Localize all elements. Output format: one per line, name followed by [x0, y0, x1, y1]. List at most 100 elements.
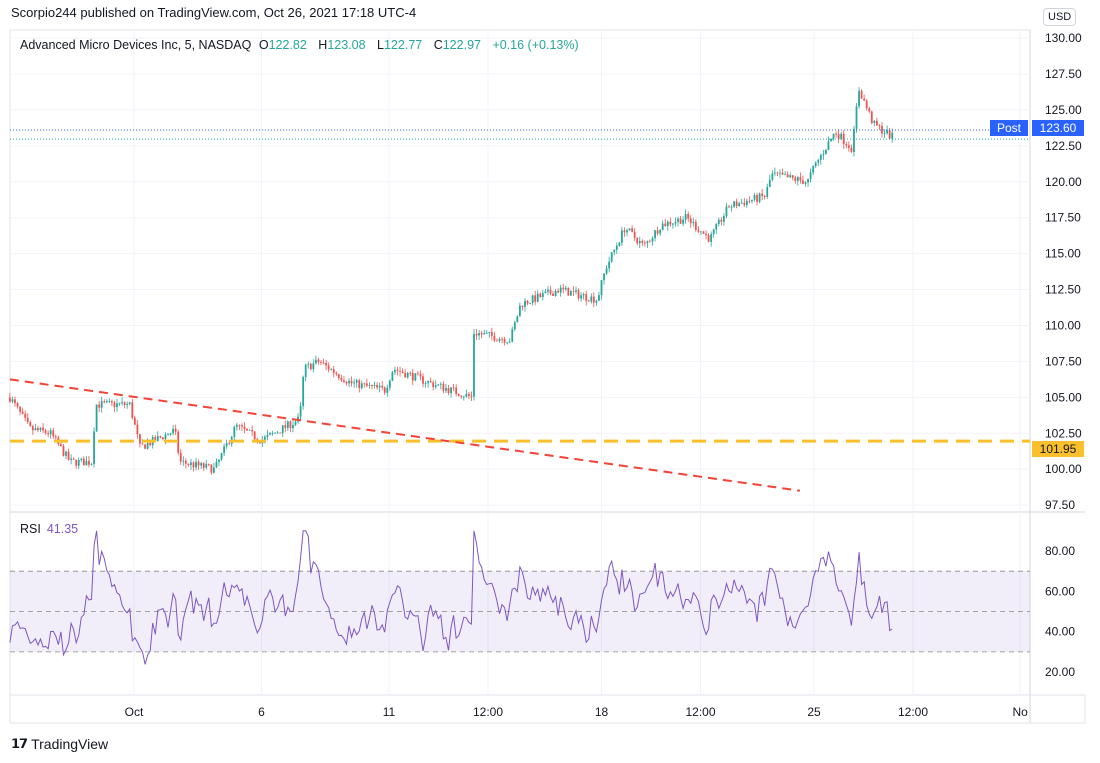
- candle-body: [776, 172, 779, 174]
- time-tick-label: 18: [595, 705, 609, 719]
- candle-body: [789, 175, 792, 178]
- candle-body: [70, 458, 72, 460]
- time-tick-label: Oct: [125, 705, 144, 719]
- candle-body: [781, 172, 784, 175]
- candle-body: [399, 370, 401, 372]
- candle-body: [577, 290, 580, 299]
- candle-body: [756, 195, 758, 202]
- candle-body: [358, 380, 361, 389]
- candle-body: [381, 385, 384, 388]
- candle-body: [213, 467, 215, 473]
- candle-body: [82, 458, 85, 466]
- candle-body: [753, 195, 756, 200]
- symbol-name[interactable]: Advanced Micro Devices Inc, 5, NASDAQ: [20, 38, 252, 52]
- candle-body: [131, 402, 134, 418]
- candle-body: [429, 381, 432, 383]
- candle-body: [177, 431, 180, 453]
- candle-body: [144, 444, 146, 449]
- candle-body: [853, 128, 855, 152]
- candle-body: [531, 295, 534, 303]
- candle-body: [337, 374, 340, 378]
- candle-body: [858, 90, 860, 107]
- candle-body: [304, 364, 307, 377]
- tradingview-logo[interactable]: 𝟭𝟳 TradingView: [11, 736, 108, 752]
- candle-body: [396, 369, 399, 371]
- candle-body: [128, 402, 131, 404]
- candle-body: [29, 422, 32, 427]
- price-tick-label: 102.50: [1045, 426, 1082, 440]
- candle-body: [490, 332, 493, 336]
- candle-body: [694, 221, 697, 230]
- candle-body: [654, 230, 656, 239]
- candle-body: [506, 342, 509, 344]
- close-value: 122.97: [442, 38, 481, 52]
- candle-body: [661, 223, 664, 231]
- candle-body: [794, 177, 797, 181]
- candle-body: [309, 363, 312, 370]
- candle-body: [717, 219, 720, 225]
- candle-body: [534, 295, 537, 302]
- post-market-price: 123.60: [1032, 120, 1084, 136]
- candle-body: [274, 432, 276, 434]
- candle-body: [360, 383, 363, 389]
- candle-body: [646, 241, 649, 244]
- candle-body: [355, 380, 358, 383]
- candle-body: [526, 300, 529, 304]
- candle-body: [585, 294, 588, 301]
- open-label: O: [258, 38, 269, 52]
- candle-body: [19, 406, 21, 412]
- candle-body: [383, 387, 386, 393]
- candle-body: [218, 459, 220, 462]
- candle-body: [100, 401, 103, 408]
- candle-body: [733, 201, 735, 207]
- candle-body: [312, 363, 315, 370]
- candle-body: [802, 180, 804, 184]
- candle-body: [327, 365, 330, 370]
- candle-body: [77, 459, 80, 466]
- candle-body: [90, 464, 93, 465]
- rsi-label[interactable]: RSI: [20, 522, 41, 536]
- candle-body: [88, 460, 90, 465]
- candle-body: [873, 120, 876, 124]
- candle-body: [391, 372, 394, 381]
- candle-body: [126, 403, 129, 405]
- candle-body: [587, 300, 590, 302]
- candle-body: [47, 433, 50, 435]
- candle-body: [547, 289, 549, 292]
- candle-body: [868, 108, 871, 112]
- candle-body: [246, 428, 248, 431]
- candle-body: [814, 162, 817, 167]
- candle-body: [473, 333, 475, 397]
- candle-body: [615, 245, 618, 250]
- price-tick-label: 120.00: [1045, 175, 1082, 189]
- candle-body: [618, 242, 621, 246]
- candle-body: [409, 372, 412, 374]
- candle-body: [621, 230, 623, 243]
- candle-body: [123, 402, 126, 405]
- candle-body: [855, 106, 858, 129]
- candle-body: [251, 429, 254, 432]
- candle-body: [598, 295, 600, 301]
- candle-body: [865, 100, 868, 109]
- candle-body: [133, 417, 136, 425]
- candle-body: [215, 461, 218, 468]
- candle-body: [567, 287, 570, 296]
- candle-body: [253, 431, 256, 440]
- candle-body: [779, 172, 781, 174]
- candle-body: [633, 231, 636, 238]
- candle-body: [401, 371, 404, 374]
- rsi-tick-label: 20.00: [1045, 665, 1075, 679]
- candle-body: [317, 359, 320, 362]
- candle-body: [452, 387, 455, 389]
- candle-body: [414, 373, 417, 381]
- time-tick-label: No: [1012, 705, 1028, 719]
- candle-body: [610, 252, 613, 262]
- rsi-tick-label: 60.00: [1045, 584, 1075, 598]
- candle-body: [659, 230, 662, 234]
- candle-body: [113, 402, 116, 408]
- candle-body: [529, 302, 531, 304]
- candle-body: [16, 403, 19, 407]
- currency-button[interactable]: USD: [1043, 8, 1077, 26]
- time-tick-label: 12:00: [473, 705, 503, 719]
